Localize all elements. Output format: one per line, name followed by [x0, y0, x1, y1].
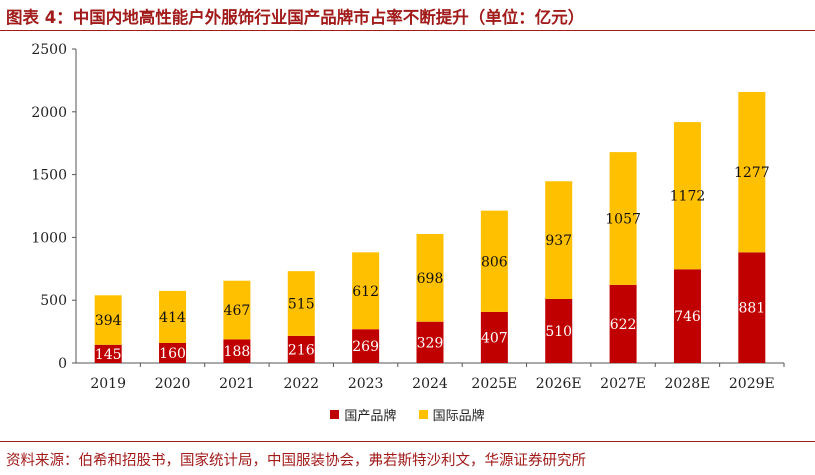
y-tick-label: 0 [58, 356, 67, 372]
x-tick-label: 2027E [600, 376, 646, 392]
data-label-international: 414 [159, 310, 186, 326]
bar-domestic [223, 339, 251, 363]
data-label-domestic: 188 [224, 344, 251, 360]
data-label-domestic: 269 [352, 339, 379, 355]
data-label-international: 1277 [734, 165, 770, 181]
x-tick-label: 2019 [90, 376, 126, 392]
data-label-international: 467 [224, 303, 251, 319]
bar-domestic [94, 344, 122, 363]
bar-international [287, 271, 315, 336]
source-note: 资料来源：伯希和招股书，国家统计局，中国服装协会，弗若斯特沙利文，华源证券研究所 [6, 453, 586, 469]
y-tick-label: 1000 [31, 230, 67, 246]
bar-domestic [416, 321, 444, 363]
bar-international [673, 122, 701, 270]
legend-item-domestic: 国产品牌 [330, 405, 396, 424]
bar-domestic [287, 335, 315, 363]
bar-international [352, 252, 380, 330]
data-label-domestic: 881 [738, 301, 765, 317]
data-label-domestic: 216 [288, 342, 315, 358]
x-tick-label: 2021 [219, 376, 255, 392]
y-tick-label: 2000 [31, 105, 67, 121]
bar-domestic [738, 252, 766, 363]
legend-swatch-domestic [330, 410, 340, 419]
bar-international [609, 152, 637, 285]
legend-label-domestic: 国产品牌 [344, 409, 397, 424]
x-tick-label: 2025E [471, 376, 517, 392]
title-bar: 图表 4：中国内地高性能户外服饰行业国产品牌市占率不断提升（单位：亿元） [0, 0, 815, 31]
y-tick-label: 1500 [31, 168, 67, 184]
x-tick-label: 2020 [155, 376, 191, 392]
bar-international [223, 280, 251, 340]
bar-international [545, 181, 573, 299]
bar-international [738, 91, 766, 253]
bar-domestic [352, 329, 380, 363]
chart-title: 图表 4：中国内地高性能户外服饰行业国产品牌市占率不断提升（单位：亿元） [6, 8, 585, 27]
data-label-international: 394 [95, 313, 122, 329]
data-label-domestic: 407 [481, 330, 508, 346]
footer-divider [0, 441, 815, 442]
bar-domestic [609, 284, 637, 363]
data-label-international: 612 [352, 284, 379, 300]
y-tick-label: 500 [40, 293, 67, 309]
x-tick-label: 2024 [412, 376, 448, 392]
x-tick-label: 2028E [665, 376, 711, 392]
data-label-domestic: 746 [674, 309, 701, 325]
chart-legend: 国产品牌 国际品牌 [0, 405, 815, 424]
x-tick-label: 2029E [729, 376, 775, 392]
bar-international [159, 290, 187, 343]
bar-domestic [480, 311, 508, 363]
data-label-domestic: 145 [95, 347, 122, 363]
bar-international [94, 295, 122, 345]
data-label-international: 937 [545, 233, 572, 249]
data-label-domestic: 329 [417, 335, 444, 351]
data-label-international: 515 [288, 297, 315, 313]
bar-domestic [545, 298, 573, 363]
data-label-international: 1172 [670, 189, 706, 205]
bar-domestic [673, 269, 701, 363]
data-label-international: 698 [417, 271, 444, 287]
data-label-domestic: 622 [610, 317, 637, 333]
bar-international [480, 210, 508, 312]
bar-domestic [159, 342, 187, 363]
y-tick-label: 2500 [31, 42, 67, 58]
x-tick-label: 2022 [283, 376, 319, 392]
legend-swatch-international [418, 410, 428, 419]
data-label-international: 806 [481, 254, 508, 270]
x-tick-label: 2026E [536, 376, 582, 392]
legend-label-international: 国际品牌 [432, 409, 485, 424]
data-label-domestic: 510 [545, 324, 572, 340]
legend-item-international: 国际品牌 [418, 405, 485, 424]
bar-international [416, 234, 444, 322]
data-label-domestic: 160 [159, 346, 186, 362]
x-tick-label: 2023 [348, 376, 384, 392]
data-label-international: 1057 [605, 211, 641, 227]
